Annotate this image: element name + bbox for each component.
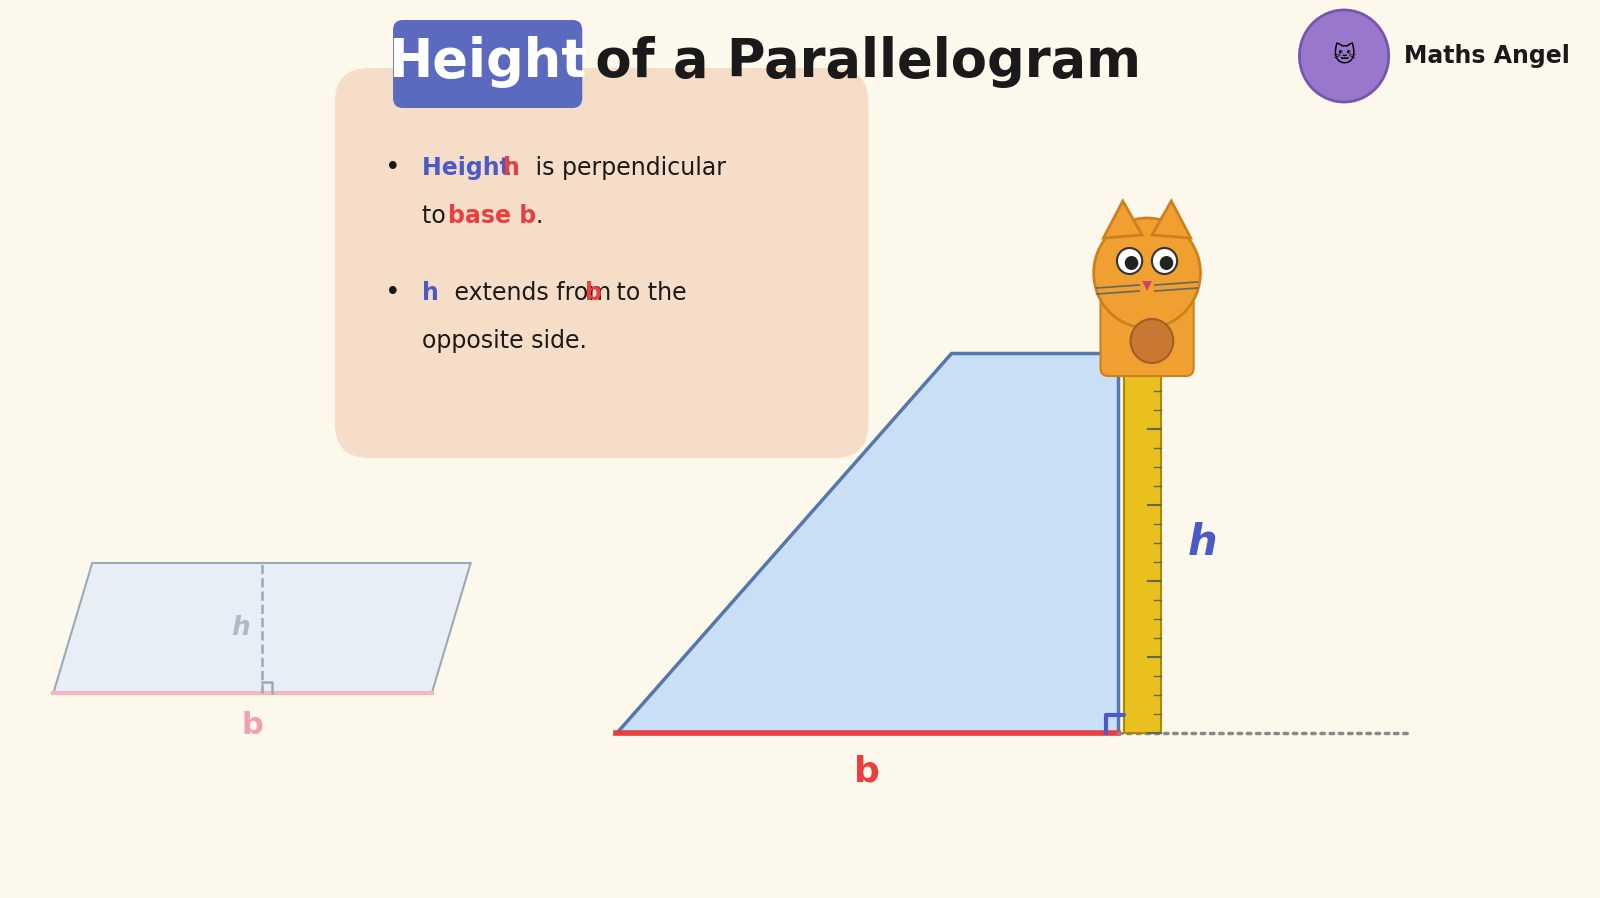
Circle shape bbox=[1117, 248, 1142, 274]
Text: b: b bbox=[242, 710, 262, 739]
Text: h: h bbox=[1187, 522, 1218, 564]
Text: h: h bbox=[422, 281, 438, 305]
Text: h: h bbox=[502, 156, 520, 180]
Circle shape bbox=[1160, 256, 1173, 270]
Polygon shape bbox=[53, 563, 470, 693]
Polygon shape bbox=[1104, 201, 1142, 238]
Text: of a Parallelogram: of a Parallelogram bbox=[578, 36, 1141, 88]
Circle shape bbox=[1094, 218, 1200, 328]
Text: base b: base b bbox=[448, 204, 536, 228]
Text: Maths Angel: Maths Angel bbox=[1405, 44, 1570, 68]
Text: to the: to the bbox=[610, 281, 686, 305]
FancyBboxPatch shape bbox=[1123, 353, 1160, 733]
FancyBboxPatch shape bbox=[1101, 295, 1194, 376]
Text: b: b bbox=[854, 754, 880, 788]
Polygon shape bbox=[616, 353, 1118, 733]
Polygon shape bbox=[1152, 201, 1190, 238]
Circle shape bbox=[1131, 319, 1173, 363]
Text: .: . bbox=[536, 204, 542, 228]
Circle shape bbox=[1125, 256, 1138, 270]
Text: •: • bbox=[386, 155, 402, 181]
Text: opposite side.: opposite side. bbox=[422, 329, 587, 353]
Text: Height: Height bbox=[389, 36, 587, 88]
Text: b: b bbox=[586, 281, 602, 305]
Text: •: • bbox=[386, 280, 402, 306]
Text: extends from: extends from bbox=[448, 281, 619, 305]
Circle shape bbox=[1152, 248, 1178, 274]
Text: h: h bbox=[230, 615, 250, 641]
Circle shape bbox=[1299, 10, 1389, 102]
Text: 🐱: 🐱 bbox=[1333, 46, 1355, 66]
Text: to: to bbox=[422, 204, 453, 228]
Polygon shape bbox=[1142, 281, 1152, 291]
FancyBboxPatch shape bbox=[334, 68, 869, 458]
Text: is perpendicular: is perpendicular bbox=[528, 156, 726, 180]
FancyBboxPatch shape bbox=[394, 20, 582, 108]
Text: Height: Height bbox=[422, 156, 520, 180]
